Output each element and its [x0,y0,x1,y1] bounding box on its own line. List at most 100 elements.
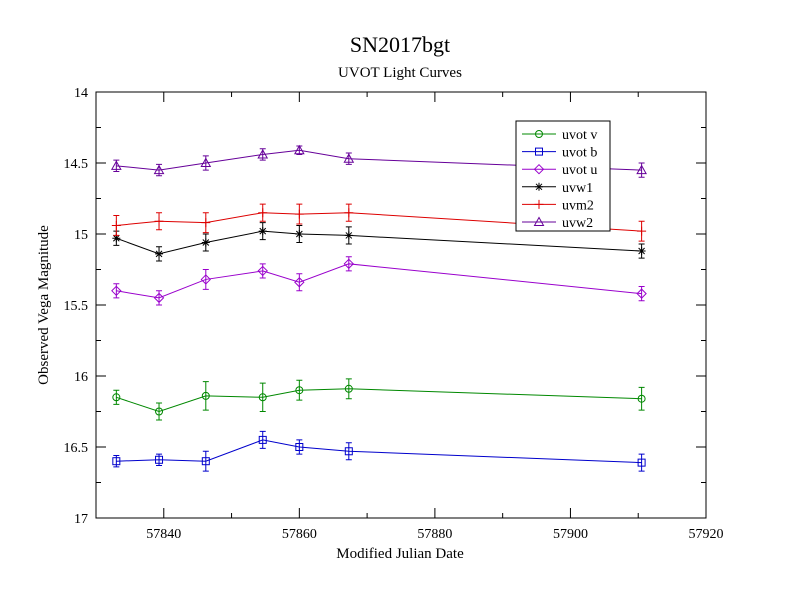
data-point [636,164,647,175]
error-bar [202,269,209,290]
x-axis: 57840 57860 57880 57900 57920 [95,92,724,542]
data-point [153,292,165,304]
legend-marker [534,199,544,209]
data-point [637,394,646,403]
data-point [295,386,304,395]
data-point [201,238,210,247]
x-tick-label: 57920 [689,527,724,542]
x-tick-label: 57900 [553,527,588,542]
series-layer [110,144,647,472]
data-point [295,230,304,238]
error-bar [259,382,266,412]
y-tick-label: 16.5 [64,441,89,456]
data-point [112,234,121,243]
data-point [201,218,211,228]
data-point [258,435,267,444]
series-uvw1 [112,222,646,262]
legend-item: uvot v [522,128,597,143]
error-bar [156,402,163,421]
legend-item: uvm2 [522,198,594,213]
error-bar [296,273,303,292]
plot-frame [95,91,707,519]
x-tick-label: 57860 [282,527,317,542]
data-point [344,208,354,218]
data-point [637,247,646,256]
error-bar [345,442,352,461]
legend-label: uvot u [562,163,597,178]
data-point [112,393,121,402]
data-point [200,274,212,285]
legend-item: uvot b [522,146,597,161]
data-point [344,231,353,240]
error-bar [638,453,645,472]
data-point [257,265,268,277]
legend-label: uvm2 [562,198,594,213]
series-uvot-v [112,378,646,421]
error-bar [345,378,352,400]
legend-box [515,120,611,232]
x-tick-label: 57880 [417,527,452,542]
data-point [258,227,267,236]
data-point [154,216,164,226]
legend-marker [535,147,543,156]
y-tick-label: 15 [74,228,88,243]
error-bar [202,450,209,472]
data-point [201,391,210,400]
data-point [110,160,122,170]
y-tick-label: 14.5 [64,157,89,172]
series-uvw2 [110,144,647,178]
y-tick-label: 14 [74,86,88,101]
legend-item: uvw1 [522,181,593,196]
data-point [294,209,304,219]
legend-label: uvot v [562,128,597,143]
data-point [295,443,304,451]
data-point [637,226,647,236]
data-point [111,285,122,297]
data-point [258,208,268,218]
chart-title: SN2017bgt [350,32,450,57]
data-point [112,457,121,466]
data-point [344,384,353,393]
y-axis: 14 14.5 15 15.5 16 16.5 17 [64,86,706,527]
data-point [636,288,647,299]
series-uvot-b [112,430,646,472]
chart-subtitle: UVOT Light Curves [338,65,462,81]
legend: uvot v uvot b uvot u uvw1 uvm2 uvw2 [515,120,611,232]
legend-marker [533,163,545,175]
data-point [637,458,646,467]
legend-item: uvot u [522,163,597,178]
error-bar [296,379,303,401]
data-point [155,407,164,416]
data-point [294,277,305,288]
x-axis-label: Modified Julian Date [336,546,464,562]
data-point [155,249,164,258]
data-point [343,258,355,270]
error-bar [296,439,303,455]
data-point [343,153,355,163]
y-axis-label: Observed Vega Magnitude [36,225,52,385]
error-bar [202,381,209,411]
error-bar [638,386,645,411]
legend-marker [535,130,543,138]
legend-label: uvot b [562,146,597,161]
error-bar [113,389,120,405]
series-line [116,388,642,413]
data-point [344,447,353,456]
series-line [116,230,642,255]
data-point [258,393,267,402]
legend-label: uvw1 [562,181,593,196]
data-point [153,164,165,175]
data-point [155,455,164,464]
series-uvot-u [111,256,647,306]
legend-item: uvw2 [522,216,593,231]
legend-label: uvw2 [562,216,593,231]
legend-marker [533,216,545,226]
data-point [257,148,269,159]
data-point [111,220,121,230]
series-uvm2 [111,203,647,242]
x-tick-label: 57840 [146,527,181,542]
series-line [116,263,642,299]
legend-marker [535,182,543,191]
y-tick-label: 16 [74,370,88,385]
